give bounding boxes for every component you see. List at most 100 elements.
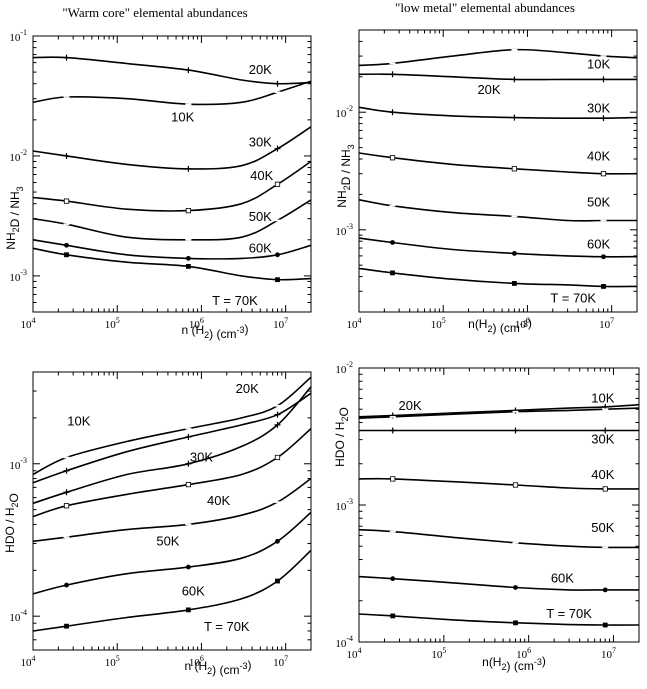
series-line-30k xyxy=(32,386,312,505)
y-tick-label: 10-4 xyxy=(335,634,353,650)
curve-label: 20K xyxy=(236,381,259,396)
x-tick-exponent: 4 xyxy=(32,316,36,325)
x-tick-label: 104 xyxy=(347,316,362,331)
x-tick-base: 10 xyxy=(105,319,117,331)
curve-label: 60K xyxy=(249,240,272,255)
curve-label: 40K xyxy=(250,168,273,183)
data-point-60k xyxy=(601,254,606,260)
x-tick-base: 10 xyxy=(189,319,201,331)
x-tick-label: 104 xyxy=(21,316,36,331)
data-point-40k xyxy=(63,198,70,204)
data-point-t70k xyxy=(185,607,191,613)
data-point-60k xyxy=(390,240,395,245)
x-tick-exponent: 5 xyxy=(442,316,446,325)
data-point-60k xyxy=(64,582,69,588)
curve-label: T = 70K xyxy=(550,291,596,306)
data-point-30k xyxy=(185,165,192,172)
y-tick-base: 10 xyxy=(9,460,21,472)
data-point-30k xyxy=(63,152,70,159)
data-point-t70k xyxy=(602,622,608,628)
data-point-t70k xyxy=(390,270,395,276)
x-tick-exponent: 7 xyxy=(284,316,288,325)
data-point-t70k xyxy=(513,620,518,626)
data-point-20k xyxy=(274,80,281,87)
y-axis-title: HDO / H2O xyxy=(3,493,21,553)
data-point-60k xyxy=(390,576,396,582)
x-axis-title: n (H2) (cm-3) xyxy=(181,322,248,341)
x-axis-title: n (H2) (cm-3) xyxy=(184,658,251,677)
x-tick-base: 10 xyxy=(347,649,359,661)
y-tick-base: 10 xyxy=(9,612,21,624)
curve-label: T = 70K xyxy=(212,293,258,308)
data-point-20k xyxy=(600,76,607,83)
data-point-30k xyxy=(389,109,396,116)
data-point-t70k xyxy=(390,613,396,619)
data-point-t70k xyxy=(275,578,280,584)
x-tick-label: 107 xyxy=(273,654,288,669)
x-tick-label: 105 xyxy=(431,646,446,661)
curve-label: 20K xyxy=(398,398,421,413)
x-tick-label: 107 xyxy=(273,316,288,331)
y-tick-exponent: -2 xyxy=(346,360,353,369)
y-tick-label: 10-3 xyxy=(335,222,353,238)
x-tick-exponent: 6 xyxy=(200,654,204,663)
x-tick-exponent: 4 xyxy=(32,654,36,663)
data-point-t70k xyxy=(601,284,606,289)
x-tick-exponent: 7 xyxy=(612,646,616,655)
series-line-40k xyxy=(32,427,312,518)
x-tick-label: 106 xyxy=(189,654,204,669)
data-point-40k xyxy=(600,171,607,177)
curve-label: 40K xyxy=(591,467,614,482)
curve-label: 50K xyxy=(156,533,179,548)
data-point-40k xyxy=(274,181,281,187)
y-tick-exponent: -2 xyxy=(20,148,27,157)
x-tick-base: 10 xyxy=(347,319,359,331)
data-point-10k xyxy=(274,411,281,418)
data-point-30k xyxy=(185,460,192,467)
y-tick-exponent: -4 xyxy=(20,608,27,617)
data-point-60k xyxy=(275,538,280,544)
series-line-t70k xyxy=(358,267,638,288)
right-column-title: "low metal" elemental abundances xyxy=(395,0,575,15)
x-tick-exponent: 6 xyxy=(527,646,531,655)
series-line-60k xyxy=(32,511,312,595)
x-tick-base: 10 xyxy=(601,649,613,661)
y-tick-label: 10-3 xyxy=(9,456,27,472)
x-tick-exponent: 5 xyxy=(116,654,120,663)
curve-label: 10K xyxy=(67,413,90,428)
x-tick-base: 10 xyxy=(515,319,527,331)
y-axis-title: NH2D / NH3 xyxy=(335,144,356,207)
curve-label: 60K xyxy=(551,571,574,586)
data-point-t70k xyxy=(64,252,69,258)
curve-label: 30K xyxy=(249,134,272,149)
y-tick-label: 10-3 xyxy=(335,497,353,513)
x-tick-label: 104 xyxy=(347,646,362,661)
data-point-10k xyxy=(185,433,192,440)
y-axis-title: HDO / H2O xyxy=(333,407,351,467)
y-tick-base: 10 xyxy=(335,226,347,238)
series-line-t70k xyxy=(32,549,312,632)
curve-label: 20K xyxy=(477,82,500,97)
x-tick-base: 10 xyxy=(599,319,611,331)
series-line-10k xyxy=(32,392,312,484)
data-point-30k xyxy=(274,145,281,152)
series-line-t70k xyxy=(358,613,640,626)
data-point-60k xyxy=(602,587,608,593)
x-tick-base: 10 xyxy=(21,319,33,331)
curve-label: 50K xyxy=(249,209,272,224)
x-tick-label: 107 xyxy=(601,646,616,661)
x-tick-label: 106 xyxy=(516,646,531,661)
x-tick-label: 105 xyxy=(431,316,446,331)
data-point-40k xyxy=(390,476,396,482)
y-tick-base: 10 xyxy=(335,108,347,120)
curve-label: 50K xyxy=(587,195,610,210)
data-point-40k xyxy=(185,481,191,488)
x-tick-label: 105 xyxy=(105,316,120,331)
data-point-60k xyxy=(185,564,191,570)
data-point-60k xyxy=(513,585,518,590)
data-point-t70k xyxy=(511,281,517,286)
